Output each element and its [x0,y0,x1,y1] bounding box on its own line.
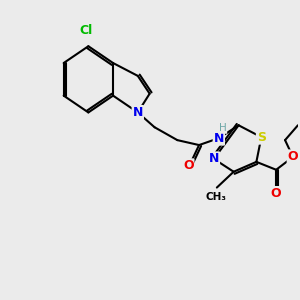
Text: N: N [133,106,143,119]
Text: CH₃: CH₃ [206,193,226,202]
Text: H: H [219,123,227,133]
Text: N: N [214,132,224,145]
Text: O: O [288,150,298,164]
Text: N: N [209,152,219,165]
Text: O: O [183,159,194,172]
Text: Cl: Cl [80,24,93,37]
Text: O: O [271,187,281,200]
Text: S: S [257,131,266,144]
